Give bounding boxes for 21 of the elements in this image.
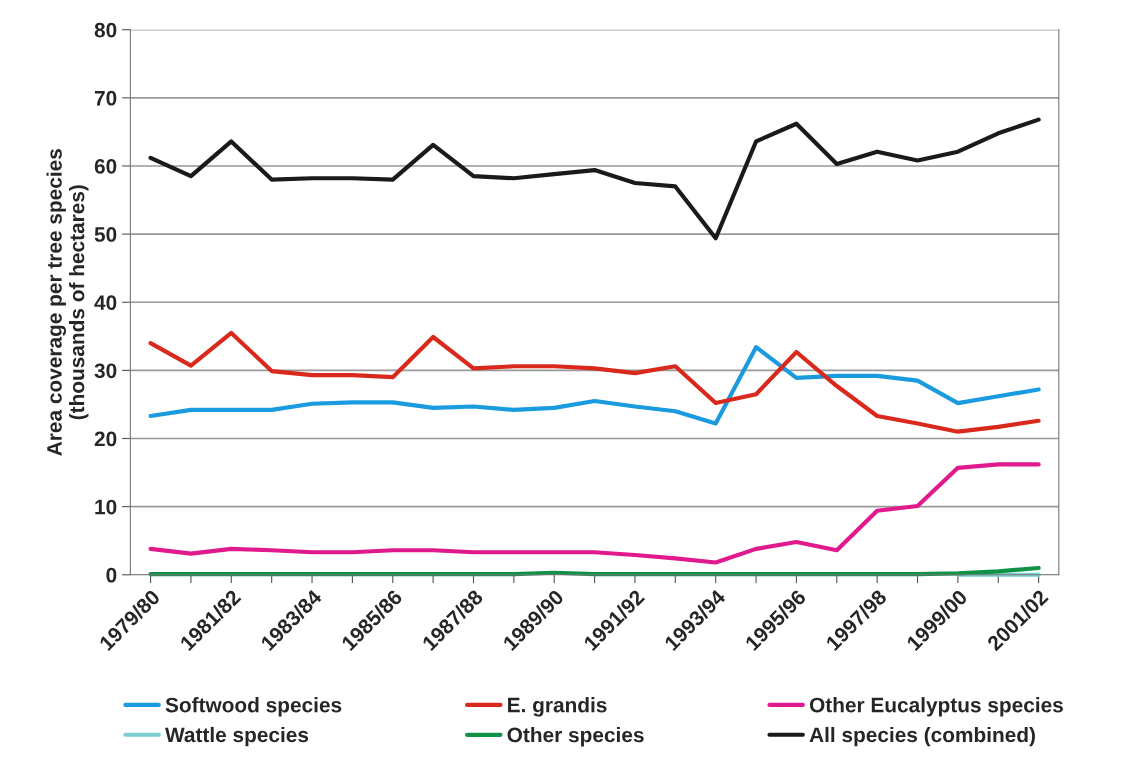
line-series bbox=[148, 565, 1041, 577]
line-series bbox=[148, 330, 1041, 434]
legend-label: Wattle species bbox=[165, 726, 309, 747]
y-tick-label: 10 bbox=[95, 499, 117, 515]
y-tick-label: 80 bbox=[94, 22, 117, 38]
y-tick-label: 30 bbox=[94, 363, 117, 379]
y-tick-label: 50 bbox=[94, 227, 117, 242]
line-series bbox=[148, 345, 1041, 426]
legend-label: Other Eucalyptus species bbox=[809, 697, 1063, 717]
line-series bbox=[148, 462, 1041, 565]
legend-label: Softwood species bbox=[165, 697, 342, 717]
y-tick-label: 20 bbox=[94, 431, 117, 447]
legend-label: All species (combined) bbox=[809, 726, 1035, 747]
y-tick-label: 60 bbox=[94, 158, 117, 174]
y-tick-label: 70 bbox=[94, 90, 117, 106]
legend-label: Other species bbox=[507, 727, 644, 747]
legend-label: E. grandis bbox=[508, 697, 607, 717]
y-tick-label: 40 bbox=[94, 295, 117, 310]
y-tick-label: 0 bbox=[106, 567, 117, 583]
line-series bbox=[148, 117, 1041, 241]
y-axis-title: Area coverage per tree species (thousands of hectares) bbox=[46, 149, 89, 456]
